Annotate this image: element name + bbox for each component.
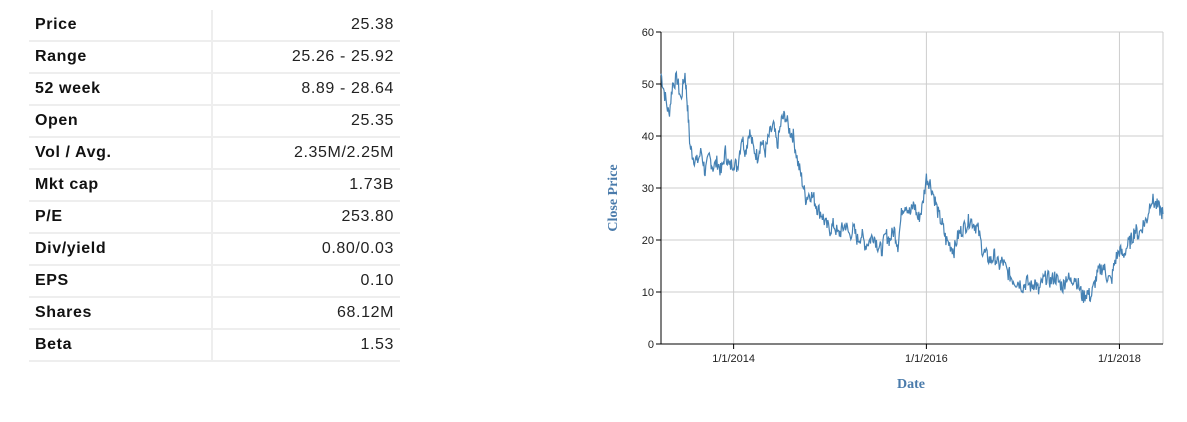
stat-row: Price 25.38 (29, 10, 400, 42)
stat-value: 2.35M/2.25M (213, 138, 400, 170)
stat-row: Range 25.26 - 25.92 (29, 42, 400, 74)
close-price-chart: 0 10 20 30 40 50 60 1/1/2014 1/1/2016 1/1/2018 D… (606, 27, 1164, 392)
stat-label: P/E (29, 202, 213, 234)
y-tick-label: 60 (642, 27, 654, 39)
y-tick-label: 30 (642, 183, 654, 195)
stat-value: 1.53 (213, 330, 400, 362)
stat-row: Div/yield 0.80/0.03 (29, 234, 400, 266)
stat-row: 52 week 8.89 - 28.64 (29, 74, 400, 106)
stock-stats-body: Price 25.38 Range 25.26 - 25.92 52 week 8.89 … (29, 10, 400, 362)
stat-row: Beta 1.53 (29, 330, 400, 362)
stat-value: 25.38 (213, 10, 400, 42)
stat-row: EPS 0.10 (29, 266, 400, 298)
y-tick-label: 40 (642, 131, 654, 143)
stat-label: Price (29, 10, 213, 42)
x-tick-label: 1/1/2018 (1098, 353, 1141, 365)
stat-label: Range (29, 42, 213, 74)
stat-value: 25.35 (213, 106, 400, 138)
y-axis-title: Close Price (606, 164, 621, 231)
stat-label: Mkt cap (29, 170, 213, 202)
stat-row: P/E 253.80 (29, 202, 400, 234)
y-tick-label: 0 (648, 339, 654, 351)
stat-label: Div/yield (29, 234, 213, 266)
stat-value: 25.26 - 25.92 (213, 42, 400, 74)
close-price-line (660, 70, 1164, 303)
stat-row: Open 25.35 (29, 106, 400, 138)
stat-label: Vol / Avg. (29, 138, 213, 170)
y-tick-label: 50 (642, 79, 654, 91)
stat-value: 1.73B (213, 170, 400, 202)
x-axis: 1/1/2014 1/1/2016 1/1/2018 (661, 343, 1163, 365)
stat-row: Mkt cap 1.73B (29, 170, 400, 202)
stat-label: Shares (29, 298, 213, 330)
stat-row: Vol / Avg. 2.35M/2.25M (29, 138, 400, 170)
stat-label: EPS (29, 266, 213, 298)
stat-value: 0.10 (213, 266, 400, 298)
stock-stats-table: Price 25.38 Range 25.26 - 25.92 52 week 8.89 … (29, 10, 400, 362)
x-axis-title: Date (897, 377, 925, 392)
chart-grid (661, 31, 1164, 345)
stat-label: 52 week (29, 74, 213, 106)
y-tick-label: 10 (642, 287, 654, 299)
stat-label: Beta (29, 330, 213, 362)
stat-value: 253.80 (213, 202, 400, 234)
stat-value: 8.89 - 28.64 (213, 74, 400, 106)
stat-label: Open (29, 106, 213, 138)
x-tick-label: 1/1/2014 (712, 353, 755, 365)
y-tick-label: 20 (642, 235, 654, 247)
stat-value: 68.12M (213, 298, 400, 330)
stat-value: 0.80/0.03 (213, 234, 400, 266)
stat-row: Shares 68.12M (29, 298, 400, 330)
x-tick-label: 1/1/2016 (905, 353, 948, 365)
y-axis: 0 10 20 30 40 50 60 (642, 27, 662, 351)
